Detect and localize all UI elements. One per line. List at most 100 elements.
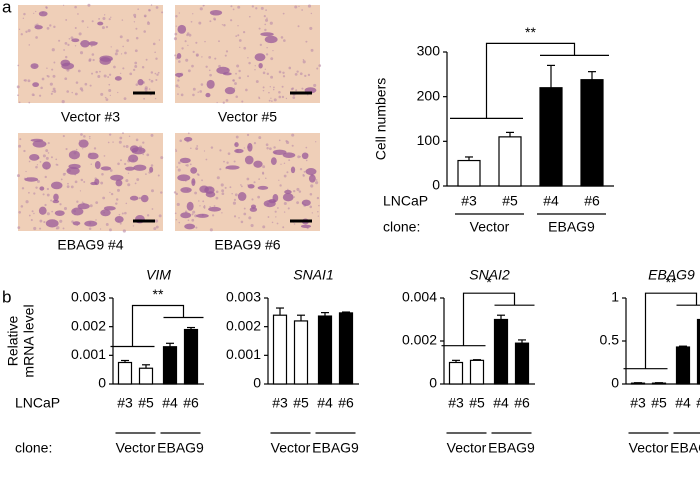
speck	[55, 158, 58, 161]
speck	[282, 75, 286, 78]
speck	[204, 40, 206, 43]
speck	[23, 149, 26, 153]
speck	[61, 99, 65, 104]
speck	[40, 86, 43, 90]
speck	[192, 13, 194, 15]
speck	[282, 226, 285, 229]
speck	[277, 207, 279, 209]
speck	[134, 61, 138, 65]
speck	[266, 147, 269, 150]
x-tick-label: #5	[651, 395, 667, 411]
speck	[302, 174, 304, 176]
speck	[117, 91, 119, 94]
speck	[318, 204, 320, 207]
speck	[260, 6, 264, 10]
speck	[17, 226, 21, 230]
speck	[133, 21, 136, 23]
cell	[24, 177, 39, 182]
speck	[225, 50, 229, 53]
speck	[105, 98, 109, 101]
y-tick-label: 0.004	[402, 289, 437, 305]
cell	[30, 138, 44, 142]
speck	[296, 70, 299, 73]
speck	[74, 92, 78, 96]
bar	[457, 159, 481, 187]
speck	[134, 49, 138, 53]
cell	[206, 79, 215, 89]
speck	[18, 28, 21, 31]
cell	[114, 216, 124, 223]
speck	[221, 212, 223, 214]
image-caption: EBAG9 #4	[57, 237, 123, 253]
speck	[199, 205, 201, 207]
speck	[91, 20, 94, 23]
speck	[99, 70, 101, 73]
speck	[175, 148, 177, 151]
speck	[192, 210, 196, 214]
speck	[285, 97, 288, 100]
speck	[23, 79, 26, 82]
speck	[178, 12, 181, 14]
cell	[71, 38, 80, 43]
cell	[254, 53, 266, 62]
speck	[248, 61, 251, 65]
speck	[282, 12, 285, 15]
speck	[91, 53, 95, 56]
speck	[89, 137, 91, 140]
speck	[147, 21, 150, 23]
speck	[36, 180, 40, 183]
speck	[253, 181, 256, 184]
speck	[266, 17, 268, 19]
cell	[29, 153, 40, 161]
speck	[283, 211, 286, 213]
speck	[120, 53, 123, 55]
speck	[28, 101, 31, 104]
speck	[135, 36, 139, 40]
cell	[54, 210, 65, 216]
speck	[175, 15, 178, 18]
speck	[241, 100, 244, 103]
speck	[39, 227, 42, 230]
cell	[282, 193, 294, 202]
speck	[63, 207, 68, 211]
speck	[59, 219, 63, 223]
speck	[105, 25, 109, 29]
significance-label: **	[525, 24, 536, 40]
speck	[122, 132, 124, 135]
speck	[135, 138, 139, 142]
group-label: Vector	[116, 440, 156, 456]
speck	[133, 13, 137, 17]
speck	[231, 192, 233, 195]
micrographs	[16, 3, 322, 233]
speck	[232, 79, 235, 82]
row-label: clone:	[15, 440, 52, 456]
speck	[187, 132, 190, 135]
bar	[696, 318, 700, 385]
bar	[272, 314, 288, 385]
significance-label: **	[666, 274, 677, 290]
speck	[27, 29, 31, 33]
speck	[229, 186, 232, 189]
speck	[258, 136, 262, 139]
speck	[60, 178, 63, 181]
y-tick-label: 0	[429, 375, 437, 391]
speck	[65, 19, 68, 21]
speck	[275, 216, 277, 218]
speck	[64, 77, 68, 81]
speck	[248, 216, 252, 220]
speck	[79, 190, 82, 192]
speck	[294, 72, 298, 76]
group-label: EBAG9	[312, 440, 359, 456]
x-tick-label: #4	[162, 395, 178, 411]
speck	[81, 89, 84, 92]
speck	[46, 212, 50, 216]
speck	[305, 40, 308, 43]
speck	[46, 74, 49, 77]
chart-title: VIM	[146, 267, 171, 283]
speck	[90, 45, 93, 48]
speck	[243, 212, 247, 216]
speck	[190, 20, 193, 23]
speck	[150, 79, 154, 83]
speck	[110, 46, 112, 48]
cell	[301, 199, 311, 206]
